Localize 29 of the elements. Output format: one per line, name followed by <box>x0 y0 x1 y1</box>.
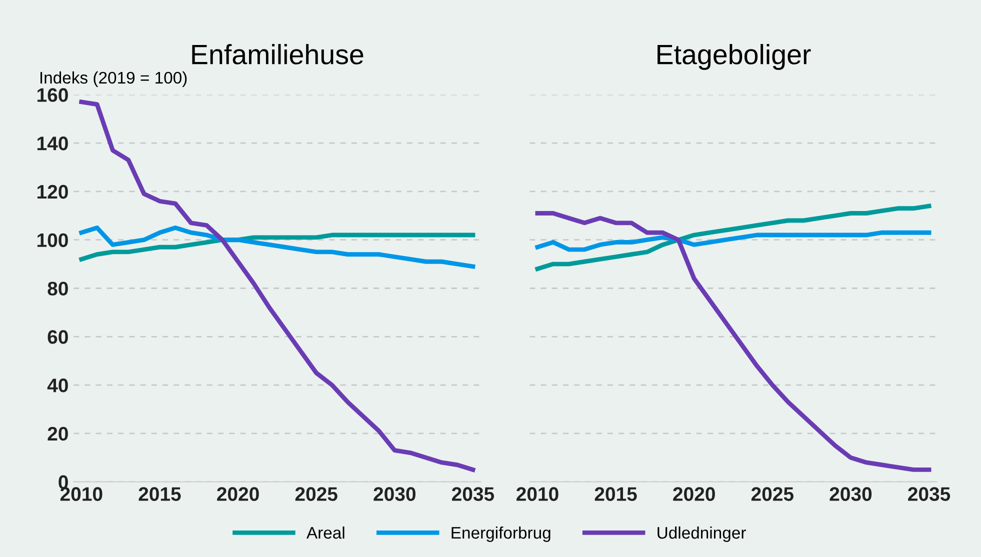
line-series <box>79 100 476 472</box>
x-tick-label: 2025 <box>751 487 794 501</box>
legend-label: Areal <box>306 526 344 539</box>
x-tick-label: 2015 <box>138 487 181 501</box>
chart-title: Enfamiliehuse <box>192 44 364 64</box>
x-tick-label: 2010 <box>60 487 102 501</box>
x-tick-label: 2030 <box>374 487 416 501</box>
x-tick-label: 2010 <box>516 487 558 501</box>
y-tick-label: 80 <box>48 282 68 296</box>
legend-label: Udledninger <box>658 526 746 542</box>
line-series <box>79 232 476 262</box>
legend-label: Energiforbrug <box>452 526 550 542</box>
x-tick-label: 2020 <box>217 487 259 501</box>
x-tick-label: 2035 <box>908 487 950 501</box>
y-tick-label: 140 <box>38 136 68 150</box>
y-tick-label: 60 <box>48 330 68 344</box>
y-tick-label: 20 <box>48 426 68 441</box>
x-tick-label: 2035 <box>452 487 494 501</box>
y-tick-label: 160 <box>38 88 68 102</box>
y-axis-title: Indeks (2019 = 100) <box>40 71 187 87</box>
y-tick-label: 40 <box>47 378 68 392</box>
line-series <box>79 226 476 269</box>
x-tick-label: 2020 <box>673 487 715 501</box>
y-tick-label: 120 <box>38 184 68 199</box>
x-tick-label: 2025 <box>295 487 338 501</box>
chart-title: Etageboliger <box>658 44 811 70</box>
x-tick-label: 2015 <box>594 487 637 501</box>
x-tick-label: 2030 <box>830 487 872 501</box>
y-tick-label: 100 <box>38 233 68 248</box>
